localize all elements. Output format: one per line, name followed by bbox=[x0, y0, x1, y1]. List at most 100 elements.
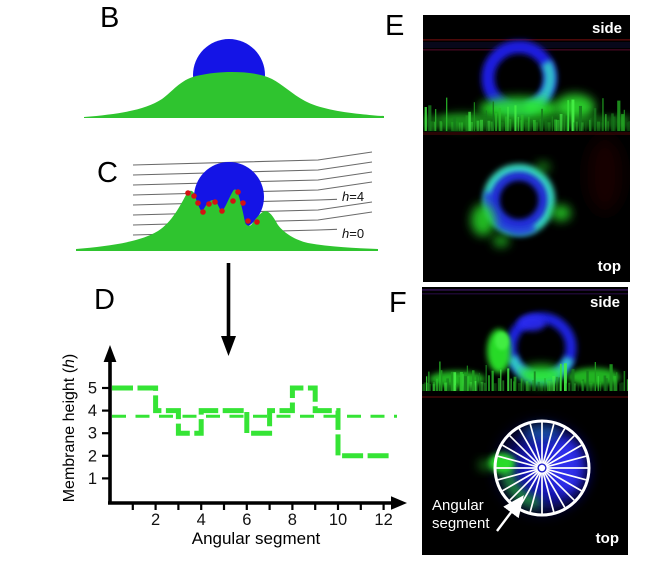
noise-streak bbox=[434, 383, 436, 391]
noise-streak bbox=[617, 100, 621, 131]
noise-streak bbox=[483, 382, 487, 391]
membrane-glow bbox=[519, 365, 563, 385]
noise-streak bbox=[473, 102, 475, 131]
noise-streak bbox=[530, 119, 532, 131]
noise-streak bbox=[476, 376, 478, 391]
noise-streak bbox=[623, 371, 626, 391]
wheel-spoke bbox=[509, 435, 540, 466]
noise-streak bbox=[527, 116, 530, 131]
noise-streak bbox=[565, 115, 569, 131]
noise-streak bbox=[432, 384, 435, 391]
noise-streak bbox=[594, 362, 596, 391]
noise-streak bbox=[467, 376, 470, 391]
noise-streak bbox=[437, 383, 440, 391]
separator-line bbox=[423, 132, 630, 135]
h-symbol: h bbox=[342, 226, 350, 241]
noise-streak bbox=[613, 376, 617, 391]
wheel-spoke bbox=[544, 435, 575, 466]
scanline-purple bbox=[422, 289, 628, 291]
x-tick-label: 2 bbox=[151, 511, 160, 529]
noise-streak bbox=[514, 105, 517, 131]
noise-streak bbox=[533, 371, 536, 391]
noise-streak bbox=[439, 121, 442, 131]
noise-streak bbox=[551, 116, 553, 131]
panel-e-image: side top bbox=[423, 15, 630, 282]
wheel-spoke bbox=[544, 470, 575, 501]
noise-streak bbox=[517, 116, 520, 131]
noise-streak bbox=[510, 378, 512, 391]
panel-label-e: E bbox=[385, 10, 405, 42]
noise-streak bbox=[599, 382, 602, 391]
noise-streak bbox=[495, 113, 498, 131]
flow-arrow bbox=[221, 263, 236, 356]
noise-streak bbox=[532, 380, 534, 391]
contour-label-h4: h=4 bbox=[342, 189, 365, 204]
noise-streak bbox=[558, 377, 561, 391]
wheel-spoke bbox=[502, 469, 539, 492]
noise-streak bbox=[504, 116, 508, 131]
green-patch bbox=[551, 205, 571, 221]
wheel-spoke bbox=[529, 472, 542, 513]
sample-dot bbox=[240, 200, 246, 206]
contour-label-h0: h=0 bbox=[342, 226, 365, 241]
panel-c-diagram bbox=[76, 151, 378, 251]
noise-streak bbox=[470, 122, 473, 131]
noise-streak bbox=[575, 121, 578, 131]
noise-streak bbox=[552, 376, 556, 391]
noise-streak bbox=[523, 380, 525, 391]
wheel-spoke bbox=[546, 468, 587, 481]
noise-streak bbox=[619, 383, 621, 391]
y-axis-arrowhead bbox=[103, 345, 117, 362]
y-tick-label: 5 bbox=[88, 380, 97, 398]
noise-streak bbox=[435, 109, 437, 131]
noise-streak bbox=[500, 122, 504, 131]
noise-streak bbox=[490, 121, 494, 131]
noise-streak bbox=[592, 383, 596, 391]
noise-streak bbox=[483, 122, 485, 131]
noise-streak bbox=[476, 120, 480, 131]
wheel-spoke bbox=[543, 428, 566, 465]
noise-streak bbox=[623, 109, 625, 131]
panel-f-image: Angular segment side top bbox=[422, 287, 628, 555]
view-label-top: top bbox=[595, 530, 619, 547]
scanline-purple bbox=[422, 293, 628, 295]
noise-streak bbox=[444, 382, 448, 391]
wheel-spoke bbox=[497, 455, 538, 468]
noise-streak bbox=[609, 364, 613, 391]
panel-e-fluorescence bbox=[423, 15, 630, 282]
black-background bbox=[422, 287, 628, 555]
noise-streak bbox=[455, 121, 459, 131]
noise-streak bbox=[565, 383, 568, 391]
noise-streak bbox=[491, 370, 494, 391]
noise-streak bbox=[507, 368, 510, 391]
noise-streak bbox=[541, 108, 543, 131]
noise-streak bbox=[582, 379, 585, 391]
h-symbol: h bbox=[342, 189, 350, 204]
panel-label-c: C bbox=[97, 157, 118, 189]
green-patch-tail bbox=[478, 460, 494, 470]
noise-streak bbox=[513, 376, 517, 391]
membrane-profile bbox=[84, 72, 384, 118]
noise-streak bbox=[428, 105, 432, 131]
x-tick-label: 8 bbox=[288, 511, 297, 529]
noise-streak bbox=[447, 385, 451, 391]
noise-streak bbox=[492, 101, 494, 131]
green-patch bbox=[471, 204, 495, 236]
sample-dot bbox=[195, 200, 201, 206]
noise-streak bbox=[620, 382, 624, 391]
noise-streak bbox=[626, 122, 629, 131]
noise-streak bbox=[568, 382, 571, 391]
noise-streak bbox=[438, 385, 441, 391]
y-tick-label: 1 bbox=[88, 470, 97, 488]
view-label-side: side bbox=[589, 294, 620, 311]
noise-streak bbox=[428, 371, 430, 391]
noise-streak bbox=[597, 376, 599, 391]
wheel-spoke bbox=[518, 428, 541, 465]
noise-streak bbox=[525, 122, 528, 131]
wheel-hub bbox=[538, 464, 546, 472]
noise-streak bbox=[554, 119, 557, 131]
noise-streak bbox=[469, 381, 473, 391]
